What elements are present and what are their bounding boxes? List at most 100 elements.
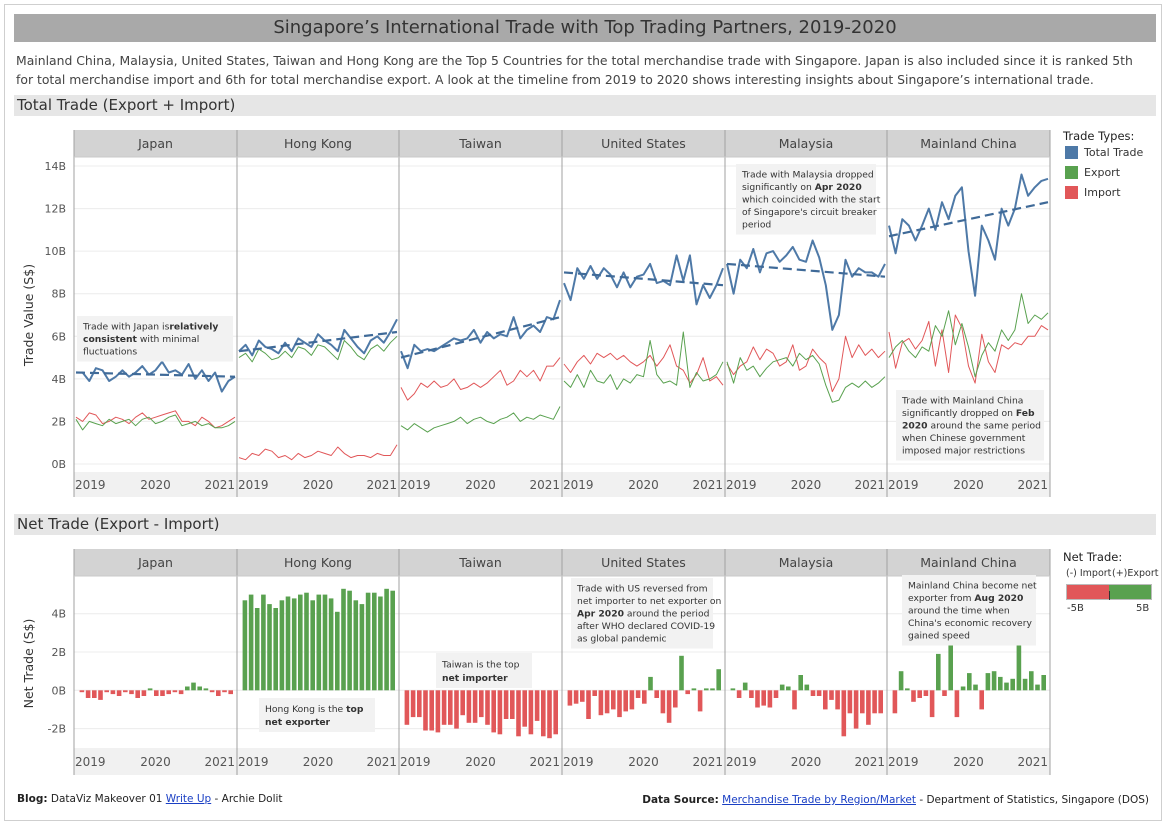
export-swatch: [1065, 166, 1078, 179]
net-xtick-label: 2020: [791, 755, 822, 769]
total-header-bg-taiwan: [399, 130, 562, 157]
total-xaxis-band-united-states: [562, 472, 725, 497]
malaysia-net-bar: [767, 690, 773, 708]
mainland-china-net-bar: [954, 690, 960, 718]
total-ytick-label: 14B: [44, 160, 66, 173]
taiwan-trend-line: [400, 316, 561, 359]
mainland-china-net-bar: [1016, 644, 1022, 691]
total-xtick-label: 2019: [400, 478, 431, 492]
mainland-china-export-line: [888, 293, 1049, 378]
united-states-net-bar: [666, 690, 672, 723]
taiwan-import-line: [400, 357, 561, 401]
source-link[interactable]: Merchandise Trade by Region/Market: [722, 794, 916, 806]
total-ytick-label: 12B: [44, 203, 66, 216]
legend-total-trade[interactable]: Total Trade: [1065, 146, 1143, 159]
source-label: Data Source:: [642, 794, 719, 806]
japan-annotation-line: fluctuations: [83, 347, 137, 358]
net-panel-title-united-states: United States: [601, 555, 686, 570]
total-xtick-label: 2021: [366, 478, 397, 492]
legend-import[interactable]: Import: [1065, 186, 1121, 199]
malaysia-total-line: [726, 239, 886, 331]
hong-kong-net-bar: [347, 590, 352, 691]
footer-source: Data Source: Merchandise Trade by Region…: [642, 794, 1149, 806]
malaysia-net-bar: [755, 690, 760, 708]
total-xtick-label: 2019: [75, 478, 106, 492]
china-annotation-line: Trade with Mainland China: [901, 396, 1023, 407]
net-xtick-label: 2019: [238, 755, 269, 769]
total-panel-title-united-states: United States: [601, 136, 686, 151]
malaysia-net-bar: [841, 690, 847, 737]
mainland-china-net-bar: [979, 690, 984, 710]
hong-kong-net-bar: [310, 600, 315, 691]
taiwan-net-bar: [466, 690, 472, 723]
total-header-bg-united-states: [562, 130, 725, 157]
japan-net-bar: [141, 690, 147, 696]
japan-net-bar: [178, 690, 184, 695]
write-up-link[interactable]: Write Up: [165, 793, 212, 805]
mainland-china-net-bar: [923, 690, 929, 696]
taiwan-net-bar: [522, 690, 527, 727]
net-xaxis-band-united-states: [562, 748, 725, 775]
net-xaxis-band-japan: [74, 748, 237, 775]
hong-kong-net-bar: [291, 598, 297, 691]
total-panel-title-hong-kong: Hong Kong: [284, 136, 352, 151]
total-xaxis-band-japan: [74, 472, 237, 497]
import-swatch: [1065, 186, 1078, 199]
malaysia-net-bar: [829, 690, 834, 700]
hong-kong-net-bar: [328, 598, 334, 691]
malaysia-net-bar: [749, 690, 754, 698]
mainland-china-net-bar: [973, 684, 978, 691]
japan-export-line: [75, 414, 236, 431]
japan-net-bar: [123, 690, 128, 693]
hong-kong-net-bar: [254, 608, 260, 691]
malaysia-net-bar: [779, 684, 785, 691]
malaysia-export-line: [726, 352, 886, 403]
hong-kong-net-bar: [322, 594, 328, 691]
japan-net-bar: [98, 690, 103, 700]
net-header-bg-taiwan: [399, 549, 562, 576]
net-xtick-label: 2021: [854, 755, 885, 769]
hong-kong-net-bar: [304, 592, 309, 691]
malaysia-trend-line: [726, 262, 886, 278]
total-xtick-label: 2021: [692, 478, 723, 492]
japan-net-bar: [222, 690, 227, 693]
hong-kong-net-bar: [248, 594, 254, 691]
taiwan-net-bar: [429, 690, 434, 731]
hong-kong-net-bar: [372, 592, 377, 691]
hong-kong-net-bar: [285, 596, 291, 691]
japan-net-bar: [216, 690, 221, 696]
japan-annotation-line: consistent with minimal: [83, 334, 199, 345]
taiwan-net-bar: [460, 690, 465, 716]
mainland-china-net-bar: [929, 690, 935, 718]
total-xtick-label: 2020: [465, 478, 496, 492]
mainland-china-net-bar: [1022, 678, 1028, 691]
taiwan-net-bar: [472, 690, 478, 723]
taiwan-net-bar: [534, 690, 540, 721]
total-xtick-label: 2019: [563, 478, 594, 492]
net-header-bg-malaysia: [725, 549, 887, 576]
net-ytick-label: 2B: [51, 646, 66, 659]
total-panel-title-malaysia: Malaysia: [779, 136, 834, 151]
legend-export[interactable]: Export: [1065, 166, 1120, 179]
malaysia-net-bar: [823, 690, 828, 710]
source-org: - Department of Statistics, Singapore (D…: [916, 794, 1149, 806]
hong-kong-total-line: [238, 318, 398, 357]
hong-kong-net-bar: [341, 588, 346, 691]
japan-net-bar: [172, 690, 178, 693]
hk-net-annotation-line: net exporter: [265, 717, 331, 728]
net-header-bg-mainland-china: [887, 549, 1050, 576]
taiwan-net-bar: [510, 690, 515, 719]
china-annotation-line: significantly dropped on Feb: [902, 408, 1035, 419]
japan-annotation: Trade with Japan isrelativelyconsistent …: [77, 316, 233, 362]
malaysia-annotation-line: which coincided with the start: [742, 195, 881, 206]
us-net-annotation-line: Apr 2020 around the period: [577, 609, 709, 620]
japan-total-line: [76, 360, 236, 393]
net-header-bg-hong-kong: [237, 549, 399, 576]
taiwan-total-line: [400, 299, 561, 370]
total-y-axis-label: Trade Value (S$): [21, 264, 36, 367]
hong-kong-net-bar: [267, 604, 272, 691]
taiwan-net-bar: [497, 690, 503, 735]
total-xaxis-band-taiwan: [399, 472, 562, 497]
china-annotation-bg: [896, 390, 1044, 461]
japan-net-bar: [79, 690, 85, 693]
